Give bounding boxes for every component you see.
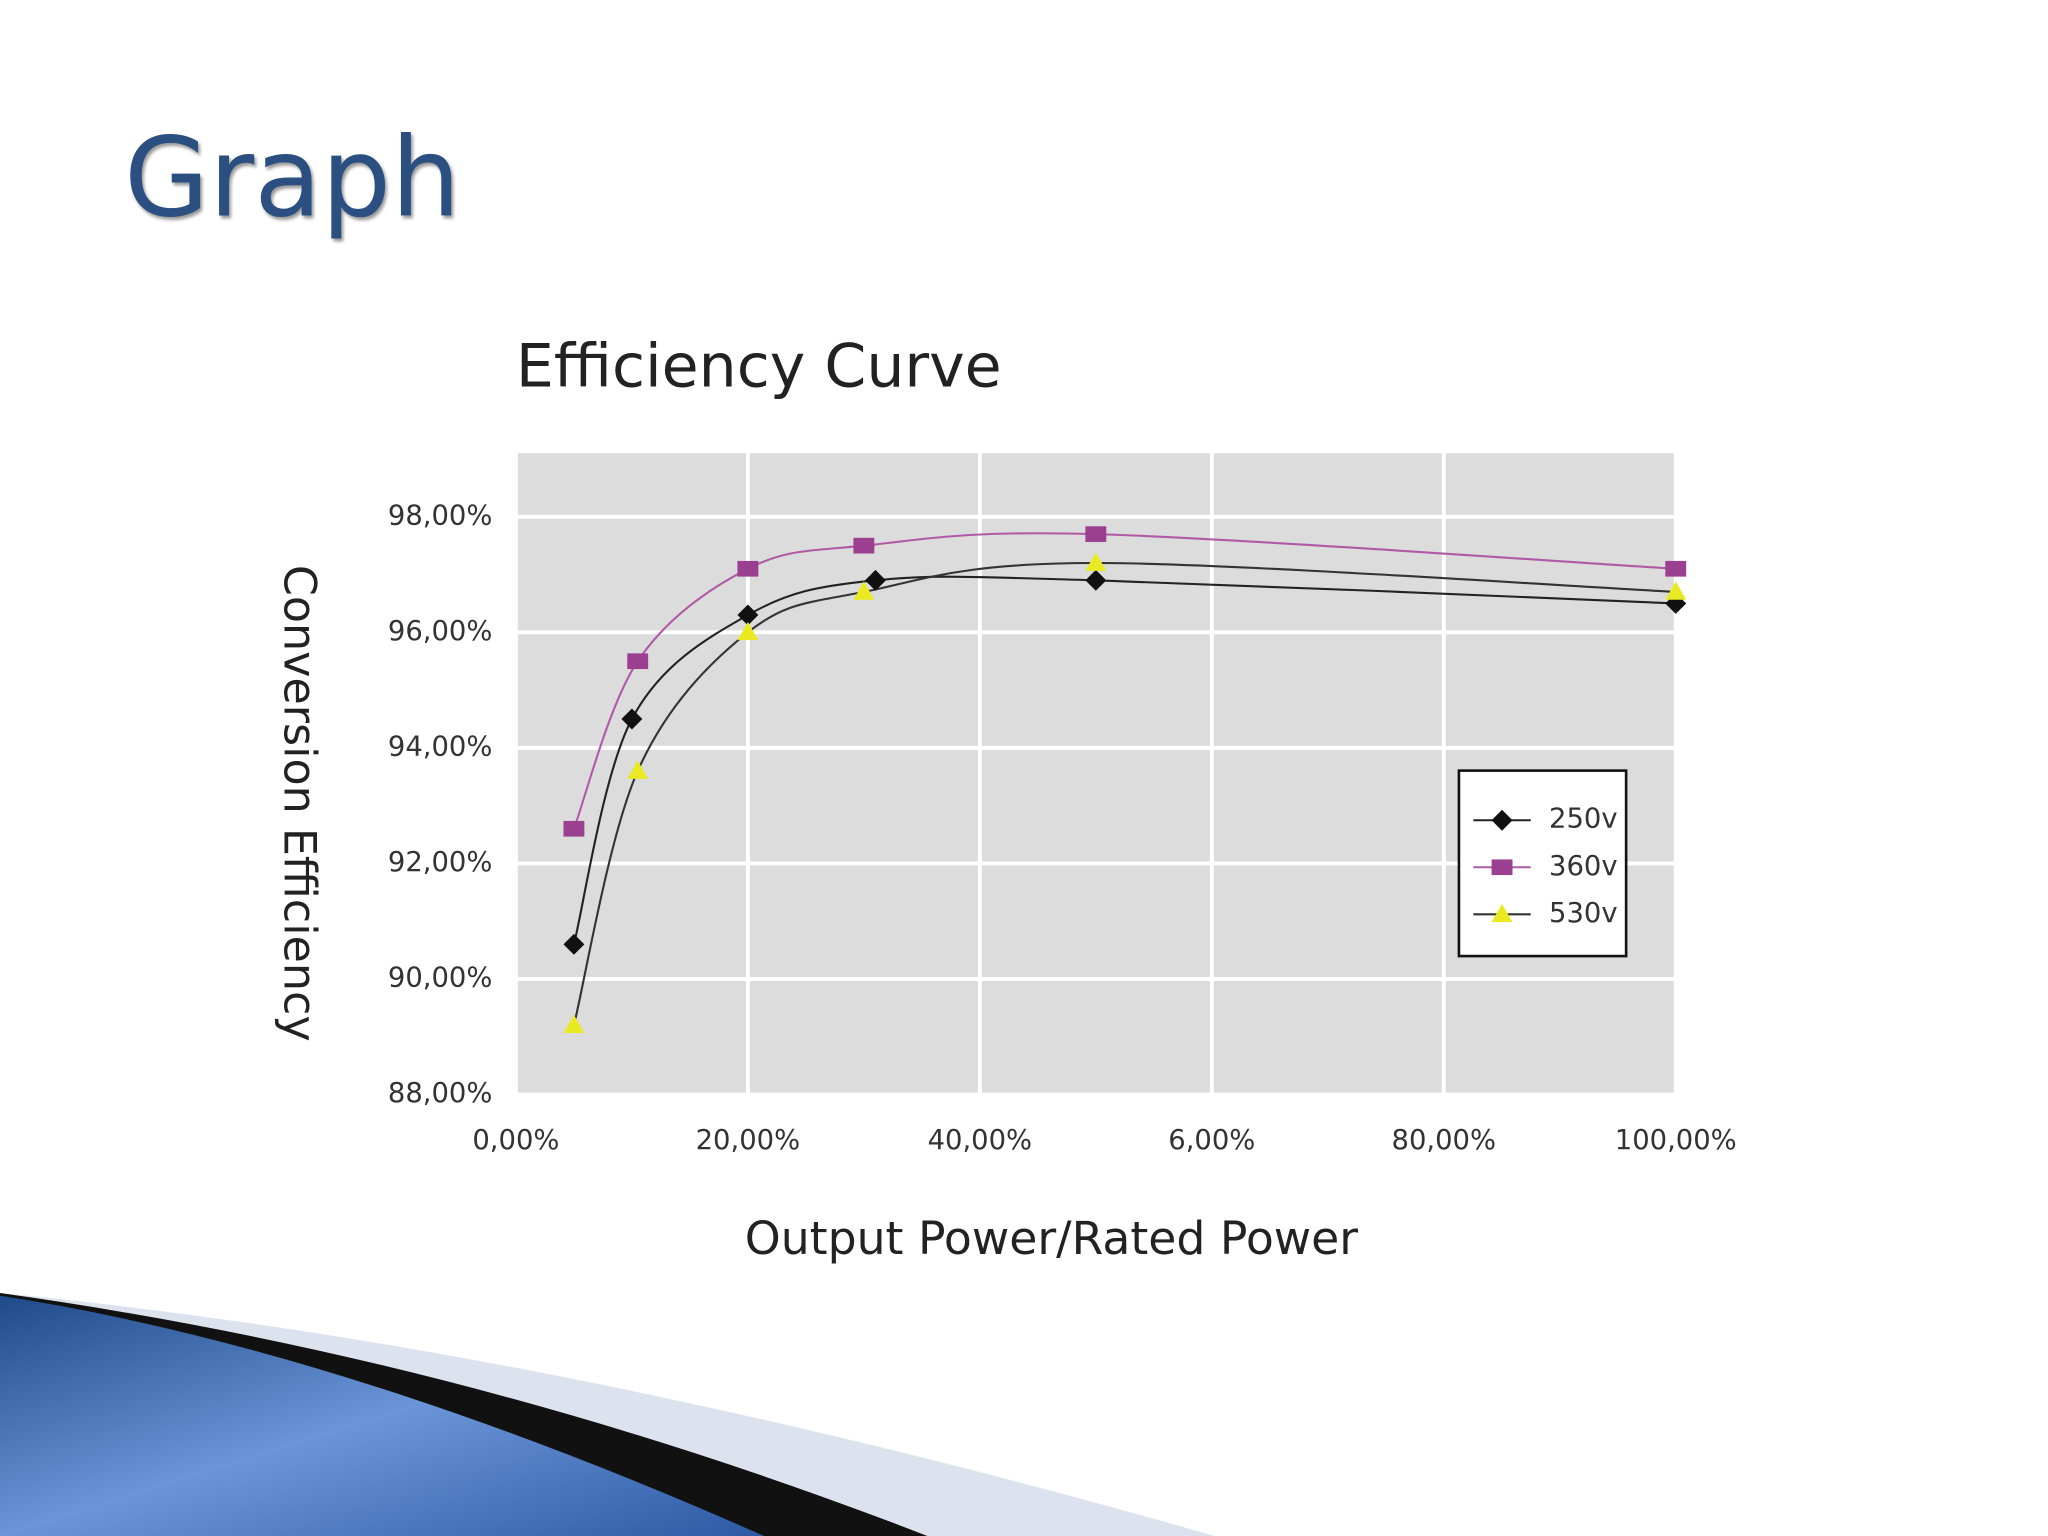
swoosh-blue [0,1295,765,1536]
data-point [853,537,875,554]
y-axis-label: Conversion Efficiency [274,565,325,1042]
x-tick-label: 40,00% [928,1125,1033,1156]
legend-label: 250v [1549,804,1618,835]
y-tick-label: 94,00% [388,731,493,762]
x-tick-label: 0,00% [472,1125,559,1156]
x-tick-label: 20,00% [696,1125,801,1156]
data-point [737,621,759,641]
data-point [621,708,643,730]
data-point [1085,552,1107,571]
y-tick-label: 98,00% [388,500,493,531]
x-axis-label: Output Power/Rated Power [745,1212,1359,1265]
x-tick-label: 100,00% [1615,1125,1737,1156]
slide-title: Graph [124,114,461,242]
legend-label: 360v [1549,851,1618,882]
y-tick-label: 90,00% [388,962,493,993]
data-point [737,560,759,577]
legend-marker [1491,859,1513,876]
data-point [563,1014,585,1034]
y-tick-label: 88,00% [388,1078,493,1109]
series-line [572,561,1676,1026]
data-point [563,933,585,955]
data-point [627,760,649,779]
x-tick-label: 6,00% [1168,1125,1255,1156]
legend-marker [1491,903,1513,923]
data-point [853,581,875,600]
legend-box [1457,769,1628,958]
data-point [563,820,585,837]
chart-title: Efficiency Curve [516,332,1002,402]
legend-marker [1491,809,1513,831]
y-tick-label: 92,00% [388,847,493,878]
data-point [865,569,886,591]
data-point [1665,560,1687,577]
data-point [1085,526,1107,542]
legend-label: 530v [1549,898,1618,929]
y-tick-label: 96,00% [388,616,493,647]
data-point [1665,581,1687,600]
x-tick-label: 80,00% [1392,1125,1497,1156]
data-point [627,653,649,670]
data-point [737,604,759,626]
